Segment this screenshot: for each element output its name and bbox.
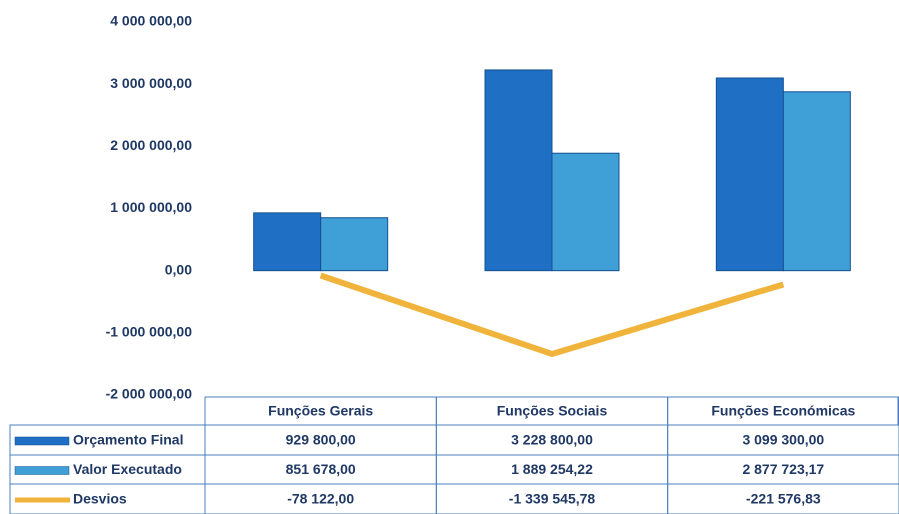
y-tick-label: 0,00 bbox=[165, 261, 192, 277]
table-value: 1 889 254,22 bbox=[511, 461, 593, 477]
bar bbox=[484, 69, 553, 272]
y-tick-label: -1 000 000,00 bbox=[106, 324, 193, 340]
table-value: 851 678,00 bbox=[286, 461, 356, 477]
bar bbox=[715, 77, 784, 272]
bar bbox=[320, 217, 389, 272]
table-value: 2 877 723,17 bbox=[742, 461, 824, 477]
table-value: -1 339 545,78 bbox=[509, 491, 596, 507]
bar bbox=[782, 91, 851, 272]
legend-label: Desvios bbox=[73, 491, 127, 507]
bar bbox=[253, 212, 322, 272]
table-value: 3 099 300,00 bbox=[742, 432, 824, 448]
column-header: Funções Sociais bbox=[497, 403, 608, 419]
table-cell bbox=[667, 483, 899, 514]
legend-label: Orçamento Final bbox=[73, 432, 183, 448]
y-tick-label: 4 000 000,00 bbox=[110, 13, 192, 29]
line bbox=[319, 272, 785, 357]
table-value: -78 122,00 bbox=[287, 491, 354, 507]
legend-swatch bbox=[14, 466, 70, 475]
table-value: 3 228 800,00 bbox=[511, 432, 593, 448]
y-tick-label: -2 000 000,00 bbox=[106, 386, 193, 402]
y-tick-label: 3 000 000,00 bbox=[110, 75, 192, 91]
legend-label: Valor Executado bbox=[73, 461, 182, 477]
table-value: 929 800,00 bbox=[286, 432, 356, 448]
column-header: Funções Económicas bbox=[711, 403, 855, 419]
y-tick-label: 2 000 000,00 bbox=[110, 137, 192, 153]
bar bbox=[551, 152, 620, 272]
legend-swatch bbox=[14, 436, 70, 446]
table-value: -221 576,83 bbox=[746, 491, 821, 507]
column-header: Funções Gerais bbox=[268, 403, 373, 419]
y-tick-label: 1 000 000,00 bbox=[110, 199, 192, 215]
